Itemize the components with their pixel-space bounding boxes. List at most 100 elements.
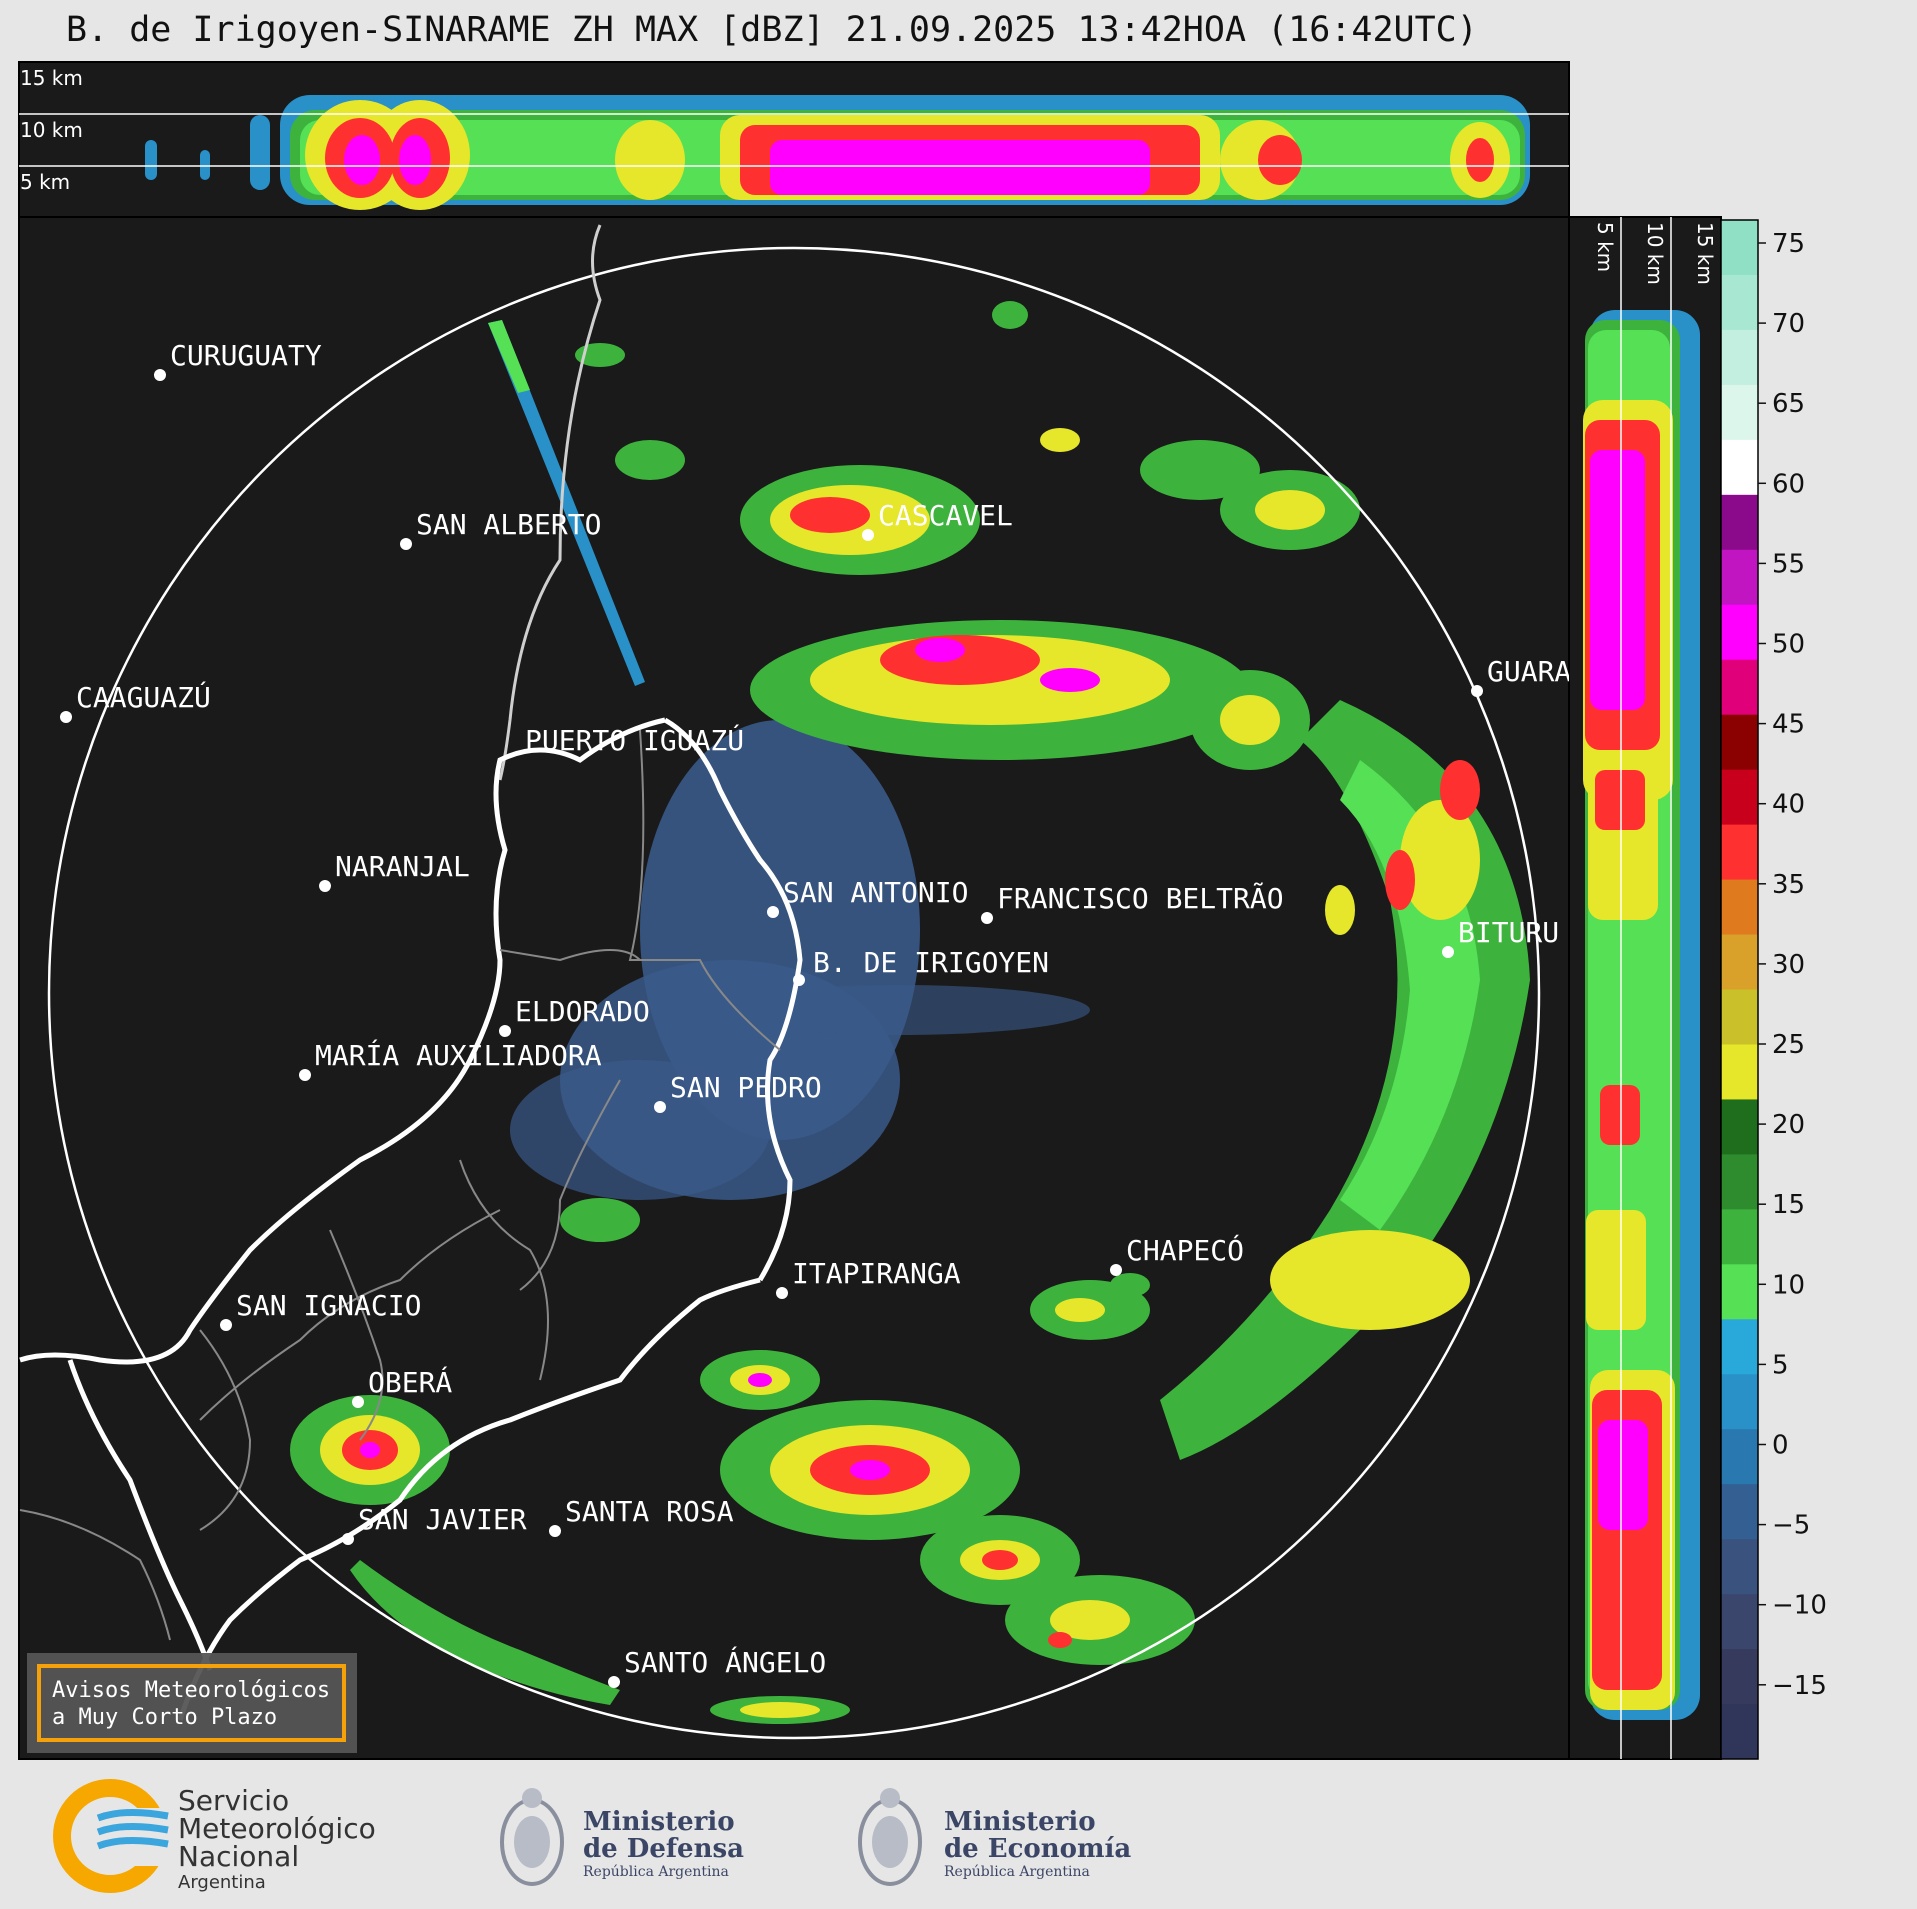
economia-line2: de Economía — [944, 1834, 1131, 1864]
colorbar-swatch — [1721, 1594, 1758, 1650]
colorbar-swatch — [1721, 1209, 1758, 1265]
colorbar-swatch — [1721, 439, 1758, 496]
main-map-panel: CURUGUATY SAN ALBERTO CAAGUAZÚ CASCAVEL … — [18, 216, 1571, 1760]
right-profile-panel: 5 km 10 km 15 km — [1568, 216, 1722, 1760]
defensa-line1: Ministerio — [583, 1807, 735, 1837]
colorbar-swatch — [1721, 879, 1758, 936]
top-profile-echoes — [145, 95, 1530, 210]
range-ring — [47, 246, 1541, 1740]
colorbar-swatch — [1721, 494, 1758, 551]
colorbar-swatch — [1721, 1319, 1758, 1375]
footer-logos: Servicio Meteorológico Nacional Argentin… — [53, 1779, 1131, 1893]
colorbar-swatch — [1721, 1044, 1758, 1100]
colorbar-swatch — [1721, 769, 1758, 826]
borders — [19, 224, 803, 1721]
colorbar-tick-label: 75 — [1772, 229, 1805, 259]
height-label-5km: 5 km — [20, 170, 70, 194]
colorbar-swatch — [1721, 824, 1758, 881]
city-label-naranjal: NARANJAL — [335, 850, 470, 883]
colorbar-tick-label: 60 — [1772, 469, 1805, 499]
height-label-15km-vertical: 15 km — [1693, 222, 1717, 285]
colorbar-swatch — [1721, 1649, 1758, 1705]
precipitation-echoes — [290, 301, 1530, 1724]
smn-logo: Servicio Meteorológico Nacional Argentin… — [53, 1779, 376, 1893]
smn-line2: Meteorológico — [178, 1812, 376, 1845]
colorbar-swatch — [1721, 1264, 1758, 1320]
height-label-10km-vertical: 10 km — [1643, 222, 1667, 285]
city-label-maria-auxiliadora: MARÍA AUXILIADORA — [315, 1038, 602, 1072]
city-label-san-alberto: SAN ALBERTO — [416, 508, 601, 541]
colorbar-swatch — [1721, 1484, 1758, 1540]
colorbar-tick-label: 10 — [1772, 1270, 1805, 1300]
colorbar-tick-label: 55 — [1772, 549, 1805, 579]
colorbar-tick-label: 0 — [1772, 1431, 1789, 1461]
height-label-10km: 10 km — [20, 118, 83, 142]
colorbar-tick-label: 65 — [1772, 389, 1805, 419]
top-profile-panel: 15 km 10 km 5 km — [18, 61, 1570, 218]
colorbar-swatch — [1721, 1429, 1758, 1485]
colorbar-swatch — [1721, 1539, 1758, 1595]
colorbar-swatch — [1721, 274, 1758, 331]
colorbar-swatch — [1721, 659, 1758, 716]
city-label-itapiranga: ITAPIRANGA — [792, 1257, 961, 1290]
smn-line1: Servicio — [178, 1784, 289, 1817]
city-label-santa-rosa: SANTA ROSA — [565, 1495, 734, 1528]
colorbar-tick-label: 35 — [1772, 870, 1805, 900]
colorbar-swatch — [1721, 220, 1758, 276]
colorbar-swatches — [1721, 220, 1758, 1760]
city-label-francisco-beltrao: FRANCISCO BELTRÃO — [997, 882, 1284, 915]
city-labels: CURUGUATY SAN ALBERTO CAAGUAZÚ CASCAVEL … — [76, 339, 1571, 1679]
warning-box[interactable]: Avisos Meteorológicos a Muy Corto Plazo — [27, 1653, 357, 1753]
colorbar-swatch — [1721, 549, 1758, 606]
colorbar-tick-label: −15 — [1772, 1671, 1827, 1701]
colorbar-tick-label: −10 — [1772, 1591, 1827, 1621]
colorbar-swatch — [1721, 604, 1758, 661]
defensa-line3: República Argentina — [583, 1864, 729, 1880]
colorbar-swatch — [1721, 1099, 1758, 1155]
colorbar-tick-label: 40 — [1772, 790, 1805, 820]
colorbar-swatch — [1721, 714, 1758, 771]
colorbar-swatch — [1721, 934, 1758, 990]
colorbar-tick-label: 20 — [1772, 1110, 1805, 1140]
city-label-san-ignacio: SAN IGNACIO — [236, 1289, 421, 1322]
economia-logo: Ministerio de Economía República Argenti… — [858, 1788, 1131, 1886]
colorbar-swatch — [1721, 989, 1758, 1045]
warning-box-line2: a Muy Corto Plazo — [52, 1705, 277, 1730]
city-label-san-javier: SAN JAVIER — [358, 1503, 527, 1536]
colorbar-tick-label: 30 — [1772, 950, 1805, 980]
city-label-san-pedro: SAN PEDRO — [670, 1071, 822, 1104]
economia-line1: Ministerio — [944, 1807, 1096, 1837]
colorbar-swatch — [1721, 1704, 1758, 1760]
city-label-curuguaty: CURUGUATY — [170, 339, 322, 372]
colorbar-tick-label: 70 — [1772, 309, 1805, 339]
colorbar-swatch — [1721, 384, 1758, 441]
smn-line3: Nacional — [178, 1840, 299, 1873]
city-label-eldorado: ELDORADO — [515, 995, 650, 1028]
warning-box-line1: Avisos Meteorológicos — [52, 1678, 330, 1703]
economia-line3: República Argentina — [944, 1864, 1090, 1880]
colorbar-swatch — [1721, 329, 1758, 386]
city-label-b-de-irigoyen: B. DE IRIGOYEN — [813, 946, 1049, 979]
city-label-caaguazu: CAAGUAZÚ — [76, 680, 211, 714]
defensa-logo: Ministerio de Defensa República Argentin… — [500, 1788, 744, 1886]
city-label-chapeco: CHAPECÓ — [1126, 1233, 1244, 1267]
right-profile-echoes — [1583, 310, 1700, 1720]
city-label-puerto-iguazu: PUERTO IGUAZÚ — [525, 723, 744, 757]
city-label-bituru: BITURU — [1458, 916, 1559, 949]
colorbar-tick-label: −5 — [1772, 1511, 1810, 1541]
colorbar-tick-label: 25 — [1772, 1030, 1805, 1060]
map-title: B. de Irigoyen-SINARAME ZH MAX [dBZ] 21.… — [66, 10, 1478, 50]
city-label-guara: GUARA — [1487, 655, 1571, 688]
height-label-15km: 15 km — [20, 66, 83, 90]
city-label-cascavel: CASCAVEL — [878, 499, 1013, 532]
colorbar-tick-label: 15 — [1772, 1190, 1805, 1220]
city-label-san-antonio: SAN ANTONIO — [783, 876, 968, 909]
smn-line4: Argentina — [178, 1872, 266, 1893]
defensa-line2: de Defensa — [583, 1834, 744, 1864]
colorbar-tick-label: 5 — [1772, 1350, 1789, 1380]
colorbar-swatch — [1721, 1374, 1758, 1430]
colorbar-tick-label: 50 — [1772, 630, 1805, 660]
